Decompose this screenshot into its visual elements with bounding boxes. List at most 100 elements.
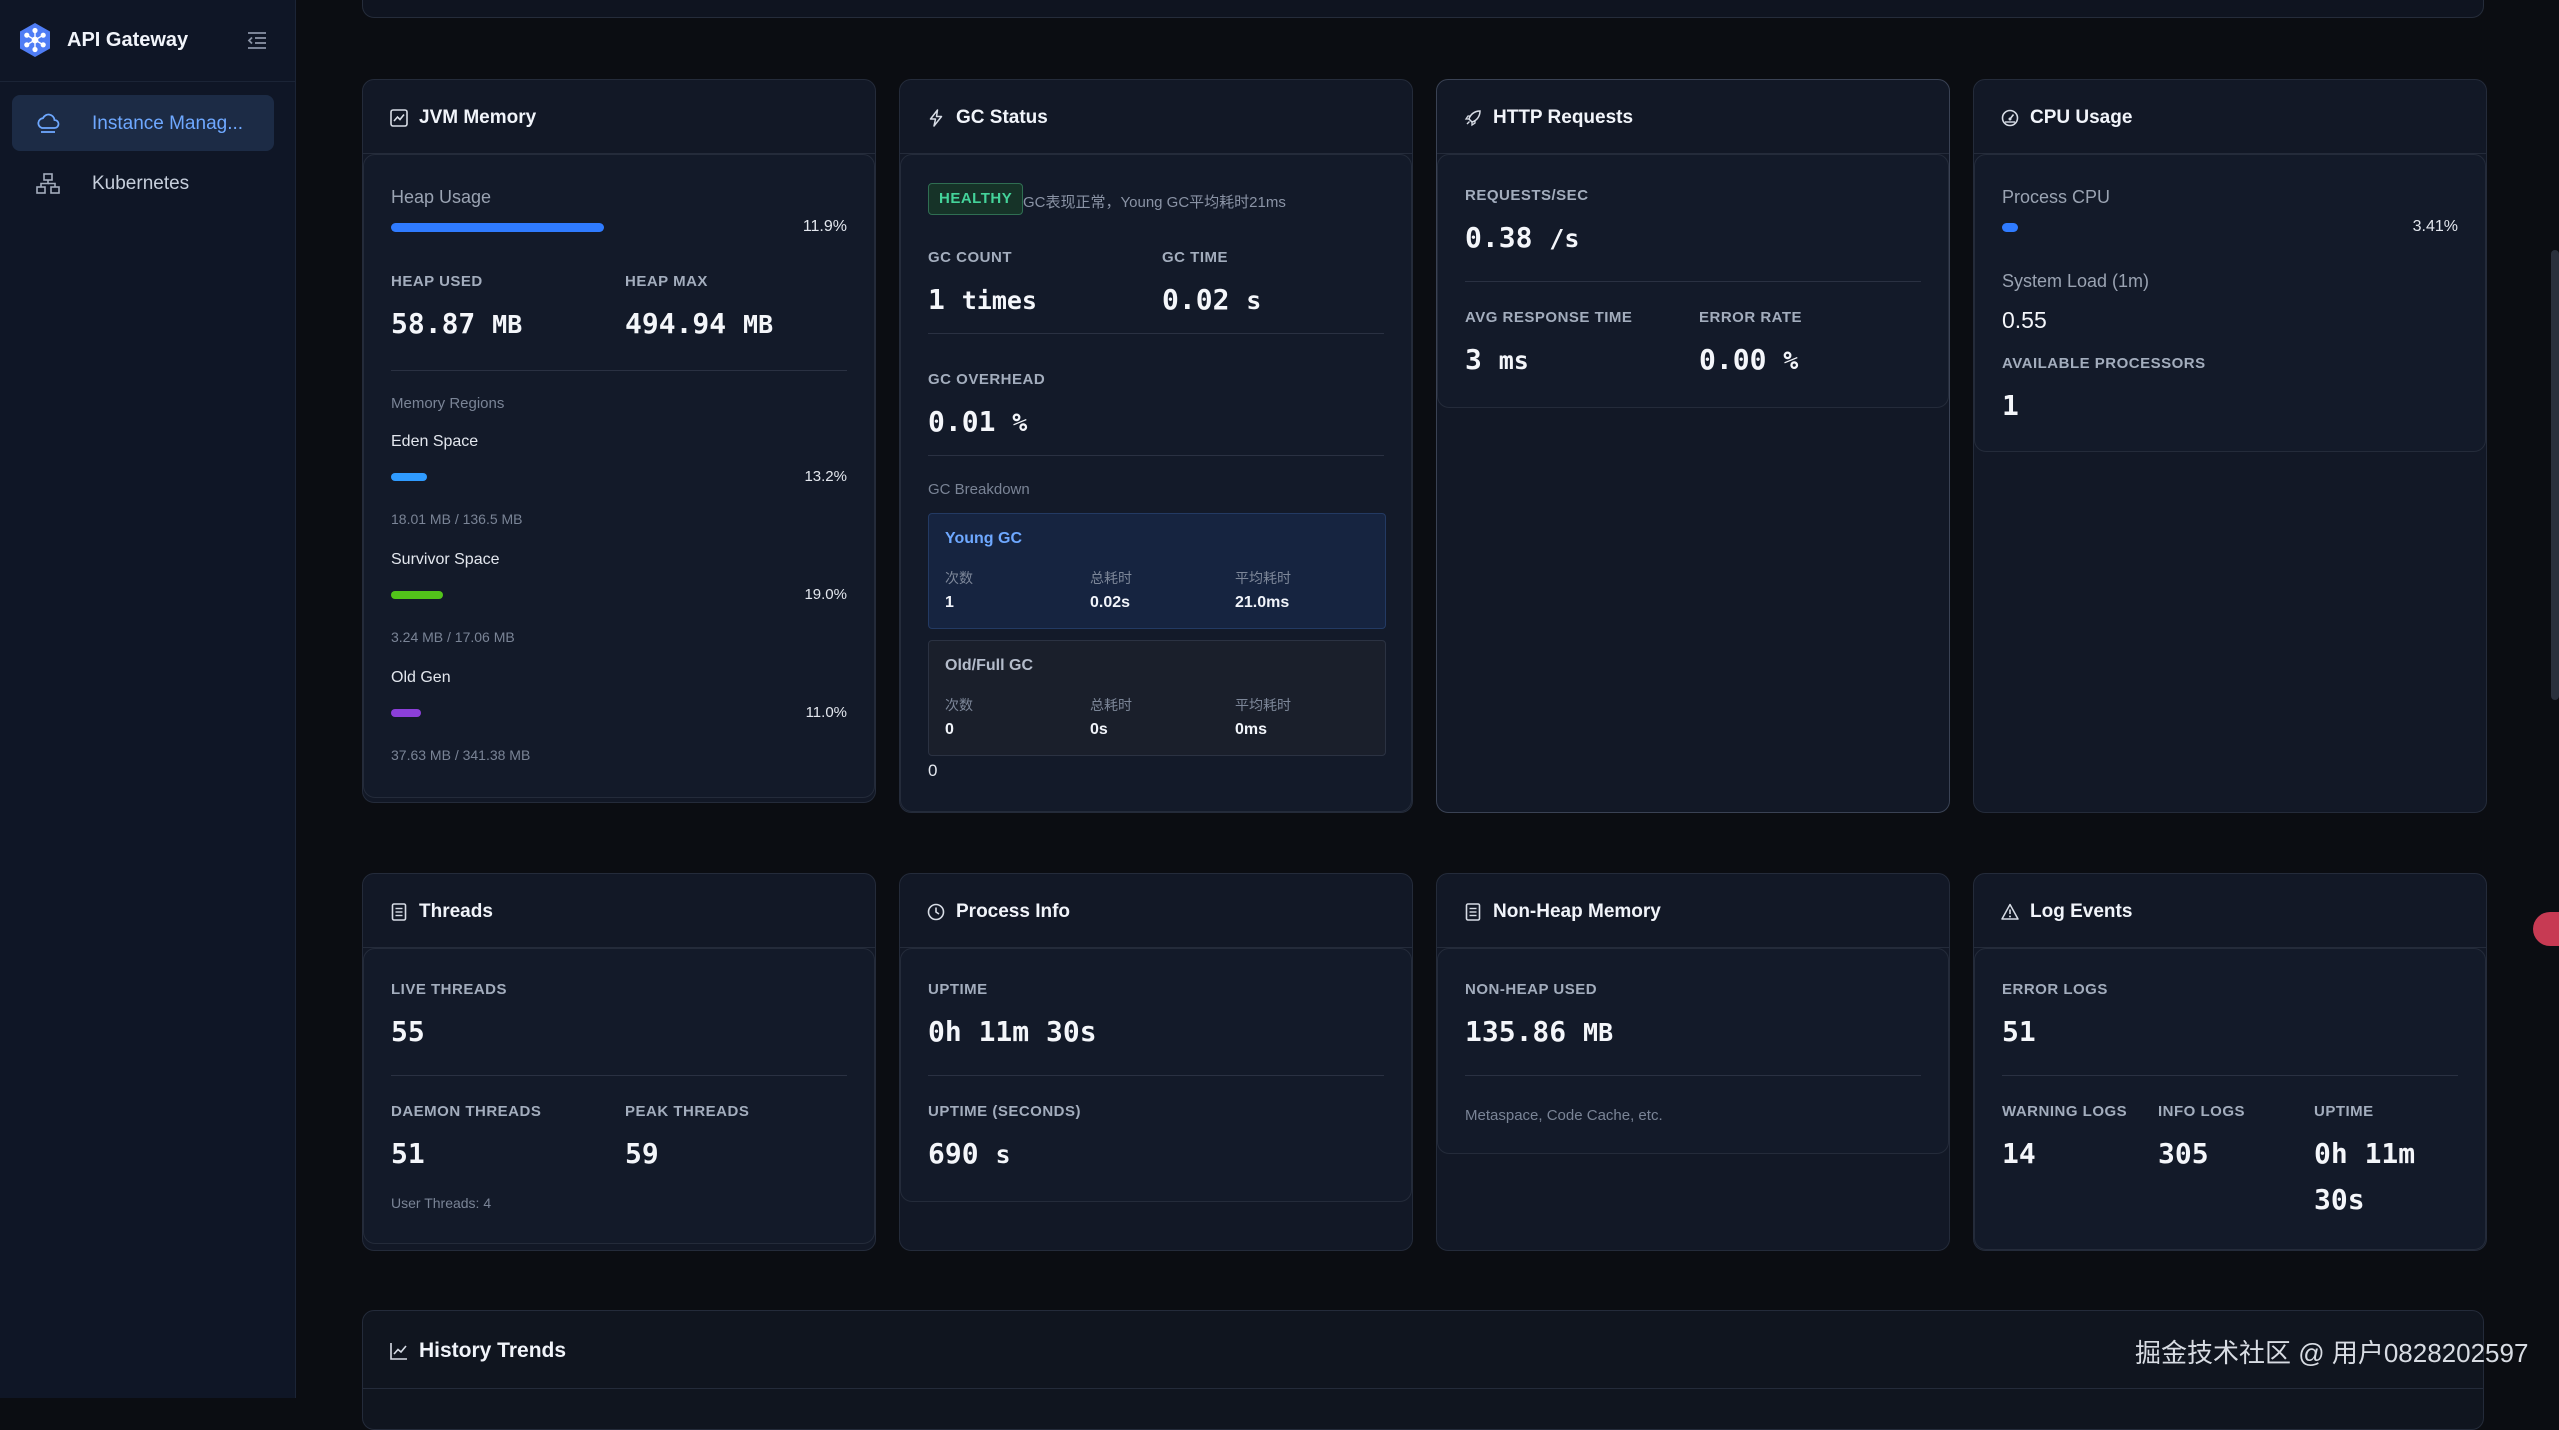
sidebar-item-label: Instance Manag... [92,113,244,134]
count-key: 次数 [945,570,973,586]
gc-overhead-value: 0.01 % [928,405,1028,438]
available-processors-value: 1 [2002,389,2019,422]
card-title: CPU Usage [2030,107,2133,128]
heap-max-value: 494.94 MB [625,307,774,340]
divider [1465,1075,1921,1076]
error-logs-value: 51 [2002,1015,2036,1048]
warning-icon [2001,903,2019,920]
log-uptime-value-cont: 30s [2314,1183,2365,1216]
card-header: Process Info [900,874,1412,948]
avg-time-value: 0ms [1235,721,1268,738]
region-percent: 13.2% [804,468,847,485]
non-heap-memory-card: Non-Heap Memory NON-HEAP USED 135.86 MB … [1436,873,1950,1251]
threads-card: Threads LIVE THREADS 55 DAEMON THREADS 5… [362,873,876,1251]
sidebar-item-instance-management[interactable]: Instance Manag... [12,95,274,151]
process-cpu-label: Process CPU [2002,187,2111,207]
dashboard-gauge-icon [2001,109,2019,127]
card-header: JVM Memory [363,80,875,154]
log-uptime-label: UPTIME [2314,1103,2374,1120]
system-load-value: 0.55 [2002,307,2047,333]
peak-threads-label: PEAK THREADS [625,1103,750,1120]
non-heap-used-label: NON-HEAP USED [1465,981,1598,998]
process-info-card: Process Info UPTIME 0h 11m 30s UPTIME (S… [899,873,1413,1251]
threads-body: LIVE THREADS 55 DAEMON THREADS 51 PEAK T… [363,948,875,1244]
chart-box-icon [390,109,408,127]
card-title: Log Events [2030,901,2133,922]
process-cpu-percent: 3.41% [2412,218,2458,235]
survivor-space-bar [391,591,443,599]
sidebar-item-label: Kubernetes [92,173,190,194]
warning-logs-value: 14 [2002,1137,2036,1170]
requests-per-sec-value: 0.38 /s [1465,221,1580,254]
line-chart-icon [390,1343,407,1360]
warning-logs-label: WARNING LOGS [2002,1103,2128,1120]
card-title: JVM Memory [419,107,537,128]
heap-usage-label: Heap Usage [391,187,492,207]
history-trends-card: History Trends [362,1310,2484,1430]
http-requests-card: HTTP Requests REQUESTS/SEC 0.38 /s AVG R… [1436,79,1950,813]
process-info-body: UPTIME 0h 11m 30s UPTIME (SECONDS) 690 s [900,948,1412,1202]
page-scrollbar[interactable] [2551,250,2559,700]
total-time-value: 0s [1090,721,1108,738]
region-percent: 11.0% [805,704,847,721]
main-content: JVM Memory Heap Usage 11.9% HEAP USED 58… [296,0,2559,1430]
count-value: 1 [945,594,954,611]
heap-usage-bar [391,223,604,232]
error-logs-label: ERROR LOGS [2002,981,2108,998]
cpu-usage-card: CPU Usage Process CPU 3.41% System Load … [1973,79,2487,813]
user-threads-note: User Threads: 4 [391,1195,492,1211]
live-threads-label: LIVE THREADS [391,981,508,998]
card-title: Threads [419,901,493,922]
divider [928,1075,1384,1076]
region-name: Eden Space [391,433,479,450]
card-header: GC Status [900,80,1412,154]
divider [1465,281,1921,282]
young-gc-title: Young GC [945,530,1023,547]
previous-section-card [362,0,2484,18]
error-rate-value: 0.00 % [1699,343,1799,376]
live-threads-value: 55 [391,1015,425,1048]
app-title: API Gateway [67,29,189,51]
heap-max-label: HEAP MAX [625,273,708,290]
region-detail: 37.63 MB / 341.38 MB [391,747,531,763]
old-gc-title: Old/Full GC [945,657,1033,674]
card-title: History Trends [419,1339,567,1362]
region-name: Old Gen [391,669,451,686]
menu-collapse-icon[interactable] [246,30,268,50]
daemon-threads-label: DAEMON THREADS [391,1103,542,1120]
card-header: CPU Usage [1974,80,2486,154]
gc-count-label: GC COUNT [928,249,1012,266]
gc-footer-value: 0 [928,761,938,780]
divider [391,370,847,371]
card-header: Log Events [1974,874,2486,948]
card-header: History Trends [363,1311,2483,1389]
divider [391,1075,847,1076]
card-header: Threads [363,874,875,948]
status-badge: HEALTHY [928,183,1024,215]
clock-icon [927,903,945,921]
gc-summary: GC表现正常，Young GC平均耗时21ms [1023,194,1286,211]
avg-time-key: 平均耗时 [1235,570,1291,586]
count-value: 0 [945,721,954,738]
card-title: HTTP Requests [1493,107,1634,128]
non-heap-used-value: 135.86 MB [1465,1015,1614,1048]
jvm-memory-body: Heap Usage 11.9% HEAP USED 58.87 MB HEAP… [363,154,875,798]
memory-regions-label: Memory Regions [391,395,505,412]
gateway-logo-icon [20,23,50,57]
avg-time-value: 21.0ms [1235,594,1290,611]
card-header: HTTP Requests [1437,80,1949,154]
uptime-label: UPTIME [928,981,988,998]
document-icon [391,903,407,921]
heap-used-label: HEAP USED [391,273,483,290]
heap-used-value: 58.87 MB [391,307,523,340]
divider [2002,1075,2458,1076]
floating-action-button[interactable] [2533,912,2559,946]
region-detail: 3.24 MB / 17.06 MB [391,629,515,645]
sidebar-item-kubernetes[interactable]: Kubernetes [12,155,274,211]
region-name: Survivor Space [391,551,500,568]
card-title: GC Status [956,107,1048,128]
gc-breakdown-label: GC Breakdown [928,481,1030,498]
avg-response-time-value: 3 ms [1465,343,1529,376]
eden-space-bar [391,473,427,481]
card-title: Process Info [956,901,1071,922]
